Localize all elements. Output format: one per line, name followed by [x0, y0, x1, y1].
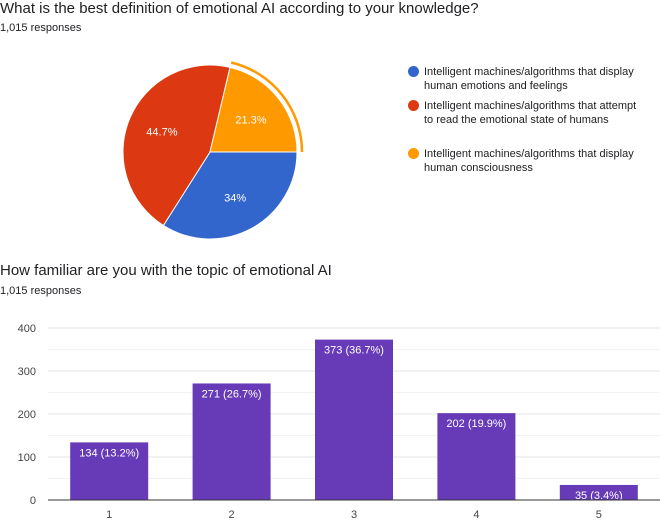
bar: [437, 413, 516, 500]
legend-label: Intelligent machines/algorithms that dis…: [424, 148, 634, 174]
y-tick-label: 100: [18, 452, 36, 464]
legend-dot: [408, 148, 419, 159]
bar: [315, 339, 393, 500]
legend-label: Intelligent machines/algorithms that att…: [424, 100, 637, 126]
pie-slice-label: 21.3%: [235, 115, 266, 127]
x-tick-label: 3: [351, 509, 357, 521]
legend-item: Intelligent machines/algorithms that dis…: [408, 147, 644, 175]
bar: [559, 484, 638, 500]
x-tick-label: 2: [229, 509, 235, 521]
pie-subtitle: 1,015 responses: [0, 22, 82, 34]
x-tick-label: 4: [473, 509, 479, 521]
legend-item: Intelligent machines/algorithms that att…: [408, 99, 644, 127]
y-tick-label: 300: [18, 366, 36, 378]
bar: [70, 442, 149, 500]
bar-data-label: 373 (36.7%): [324, 345, 384, 357]
pie-slice-label: 34%: [224, 193, 246, 205]
bar-data-label: 271 (26.7%): [202, 388, 262, 400]
pie-title: What is the best definition of emotional…: [0, 0, 479, 17]
bar-data-label: 35 (3.4%): [575, 490, 623, 502]
legend-dot: [408, 100, 419, 111]
legend-item: Intelligent machines/algorithms that dis…: [408, 65, 644, 93]
y-tick-label: 400: [18, 323, 36, 335]
y-tick-label: 0: [30, 495, 36, 507]
bar-data-label: 134 (13.2%): [79, 447, 139, 459]
x-tick-label: 1: [106, 509, 112, 521]
bar: [192, 383, 271, 500]
y-tick-label: 200: [18, 409, 36, 421]
pie-slice-highlight: [230, 61, 304, 153]
legend-label: Intelligent machines/algorithms that dis…: [424, 66, 634, 92]
bar-title: How familiar are you with the topic of e…: [0, 262, 332, 279]
pie-chart: 34% 44.7% 21.3%: [122, 61, 304, 240]
legend-dot: [408, 66, 419, 77]
pie-slice: [209, 66, 298, 153]
bar-subtitle: 1,015 responses: [0, 285, 82, 297]
bar-data-label: 202 (19.9%): [446, 418, 506, 430]
x-tick-label: 5: [596, 509, 602, 521]
pie-slice: [122, 64, 231, 227]
pie-slice-label: 44.7%: [146, 127, 177, 139]
